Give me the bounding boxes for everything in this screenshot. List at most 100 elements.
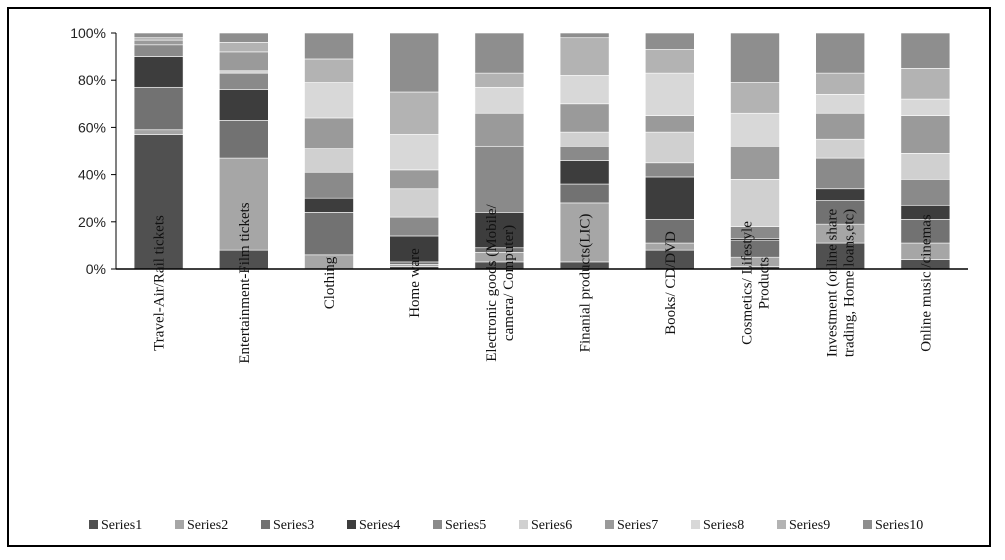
bar-segment-series8-cat10 — [900, 98, 951, 116]
bar-segment-series8-cat6 — [559, 75, 610, 105]
bar-segment-series10-cat2 — [219, 32, 269, 43]
bar-stack-9 — [815, 32, 866, 270]
bar-segment-series5-cat1 — [133, 44, 184, 57]
category-label-10: Online music /cinemas — [918, 214, 934, 352]
bar-segment-series10-cat10 — [900, 32, 951, 69]
category-label-line: Entertainment-Film tickets — [237, 202, 253, 363]
category-label-1: Travel-Air/Rail tickets — [152, 215, 168, 351]
legend-swatch — [605, 520, 614, 529]
bar-segment-series6-cat4 — [389, 188, 440, 218]
bar-segment-series9-cat9 — [815, 72, 866, 95]
bar-segment-series5-cat6 — [559, 145, 610, 161]
bar-segment-series10-cat7 — [644, 32, 695, 50]
legend-label: Series5 — [445, 518, 486, 533]
bar-segment-series4-cat4 — [389, 235, 440, 263]
bar-segment-series3-cat1 — [133, 86, 184, 131]
y-tick-labels: 0% 20% 40% 60% 80% 100% — [70, 25, 106, 277]
bar-segment-series9-cat1 — [133, 37, 184, 41]
bar-segment-series3-cat3 — [304, 212, 354, 256]
bar-segment-series7-cat7 — [644, 115, 695, 133]
category-labels: Travel-Air/Rail tickets Entertainment-Fil… — [152, 202, 935, 363]
legend-label: Series2 — [187, 518, 228, 533]
category-label-line: Finanial products(LIC) — [578, 214, 594, 353]
legend-label: Series6 — [531, 518, 572, 533]
bar-stack-5 — [474, 32, 525, 270]
bar-segment-series10-cat3 — [304, 32, 354, 60]
legend-item-series8: Series8 — [691, 518, 744, 533]
bar-segment-series6-cat10 — [900, 153, 951, 180]
bar-stack-2 — [219, 32, 269, 270]
bar-segment-series8-cat5 — [474, 86, 525, 114]
category-label-line: Clothing — [322, 256, 338, 309]
bar-segment-series3-cat6 — [559, 183, 610, 204]
category-label-line: trading, Home loans,etc) — [842, 209, 858, 357]
bar-segment-series5-cat7 — [644, 162, 695, 178]
bar-segment-series1-cat1 — [133, 134, 184, 270]
y-tick-label: 100% — [70, 25, 106, 41]
legend-swatch — [433, 520, 442, 529]
bar-segment-series5-cat9 — [815, 157, 866, 190]
bar-segment-series4-cat9 — [815, 188, 866, 201]
bar-segment-series7-cat5 — [474, 112, 525, 147]
bar-segment-series7-cat9 — [815, 112, 866, 140]
category-label-2: Entertainment-Film tickets — [237, 202, 253, 363]
bars-layer — [133, 32, 951, 270]
category-label-8: Cosmetics/ LifestyleProducts — [740, 221, 773, 345]
bar-segment-series6-cat2 — [219, 70, 269, 74]
legend-label: Series8 — [703, 518, 744, 533]
legend-swatch — [89, 520, 98, 529]
bar-segment-series9-cat3 — [304, 58, 354, 83]
bar-stack-8 — [730, 32, 780, 270]
category-label-4: Home ware — [407, 248, 423, 318]
bar-segment-series1-cat9 — [815, 242, 866, 270]
bar-segment-series10-cat8 — [730, 32, 780, 83]
category-label-3: Clothing — [322, 256, 338, 309]
bar-segment-series6-cat3 — [304, 148, 354, 173]
bar-stack-1 — [133, 32, 184, 270]
bar-segment-series9-cat4 — [389, 91, 440, 135]
bar-segment-series4-cat7 — [644, 176, 695, 220]
bar-segment-series2-cat6 — [559, 202, 610, 263]
bar-segment-series7-cat8 — [730, 145, 780, 180]
legend-swatch — [691, 520, 700, 529]
legend-swatch — [519, 520, 528, 529]
bar-segment-series7-cat2 — [219, 51, 269, 72]
bar-segment-series9-cat10 — [900, 68, 951, 100]
bar-segment-series7-cat1 — [133, 39, 184, 46]
bar-segment-series7-cat6 — [559, 103, 610, 133]
legend-item-series2: Series2 — [175, 518, 228, 533]
category-label-line: Home ware — [407, 248, 423, 318]
y-tick-label: 40% — [78, 167, 106, 183]
bar-segment-series4-cat1 — [133, 56, 184, 88]
bar-segment-series5-cat5 — [474, 145, 525, 213]
legend-item-series3: Series3 — [261, 518, 314, 533]
bar-segment-series7-cat4 — [389, 169, 440, 190]
bar-segment-series10-cat5 — [474, 32, 525, 74]
bar-segment-series4-cat6 — [559, 160, 610, 185]
legend-item-series1: Series1 — [89, 518, 142, 533]
legend-item-series4: Series4 — [347, 518, 400, 533]
bar-segment-series8-cat9 — [815, 94, 866, 114]
legend-swatch — [261, 520, 270, 529]
bar-stack-6 — [559, 32, 610, 270]
bar-segment-series6-cat9 — [815, 138, 866, 159]
category-label-line: Books/ CD/DVD — [663, 231, 679, 335]
bar-segment-series6-cat7 — [644, 131, 695, 164]
category-label-9: Investment (online sharetrading, Home lo… — [825, 209, 858, 358]
bar-segment-series5-cat10 — [900, 179, 951, 206]
legend-swatch — [863, 520, 872, 529]
category-label-6: Finanial products(LIC) — [578, 214, 594, 353]
bar-segment-series5-cat4 — [389, 216, 440, 237]
bar-segment-series4-cat2 — [219, 89, 269, 121]
bar-stack-3 — [304, 32, 354, 270]
chart-frame: 0% 20% 40% 60% 80% 100% Travel-Air/Rail ticke… — [7, 7, 991, 547]
bar-segment-series10-cat9 — [815, 32, 866, 74]
axes-layer — [111, 32, 968, 270]
bar-segment-series6-cat8 — [730, 179, 780, 227]
category-label-7: Books/ CD/DVD — [663, 231, 679, 335]
legend-swatch — [777, 520, 786, 529]
stacked-bar-chart: 0% 20% 40% 60% 80% 100% Travel-Air/Rail ticke… — [70, 25, 968, 533]
category-label-line: camera/ Computer) — [501, 225, 517, 341]
bar-segment-series10-cat1 — [133, 32, 184, 39]
bar-stack-7 — [644, 32, 695, 270]
